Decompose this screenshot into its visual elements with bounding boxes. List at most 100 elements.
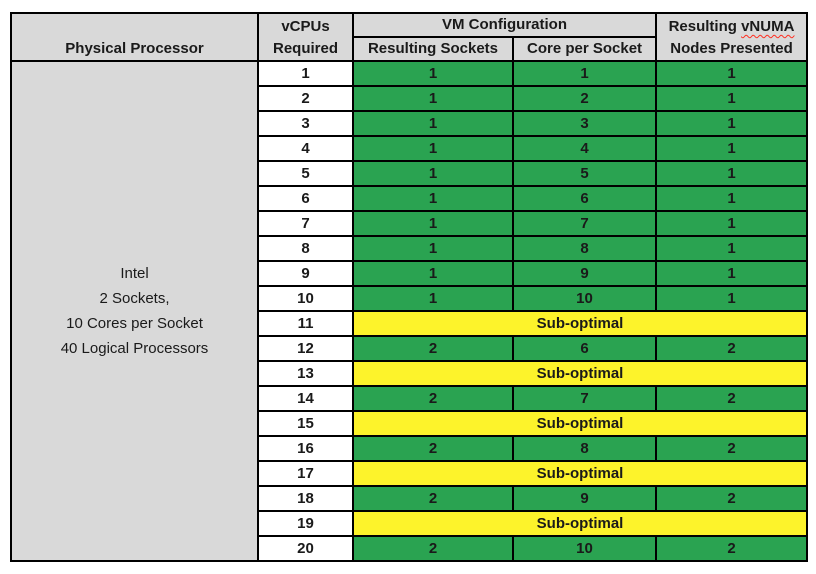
- core-per-socket-cell: 6: [511, 185, 658, 212]
- core-per-socket-cell: 10: [511, 535, 658, 562]
- core-per-socket-cell: 7: [511, 210, 658, 237]
- suboptimal-cell: Sub-optimal: [351, 310, 809, 337]
- table-row: 17 Sub-optimal: [11, 460, 809, 487]
- vcpu-count-cell: 12: [257, 335, 354, 362]
- vcpus-required-line2: Required: [272, 40, 338, 57]
- resulting-sockets-cell: 1: [352, 210, 514, 237]
- table-row: 19 Sub-optimal: [11, 510, 809, 537]
- core-per-socket-cell: 9: [511, 260, 658, 287]
- vcpu-count-cell: 20: [257, 535, 354, 562]
- table-row: 13 Sub-optimal: [11, 360, 809, 387]
- table-row: 18 2 9 2: [11, 485, 809, 512]
- table-row: 10 1 10 1: [11, 285, 809, 312]
- vcpu-count-cell: 17: [257, 460, 354, 487]
- resulting-sockets-cell: 2: [352, 385, 514, 412]
- resulting-sockets-cell: 2: [352, 435, 514, 462]
- vnuma-nodes-cell: 1: [655, 160, 809, 187]
- vnuma-nodes-cell: 1: [655, 60, 809, 87]
- core-per-socket-header: Core per Socket: [511, 36, 658, 62]
- vcpu-count-cell: 1: [257, 60, 354, 87]
- table-row: 16 2 8 2: [11, 435, 809, 462]
- vcpu-count-cell: 8: [257, 235, 354, 262]
- core-per-socket-cell: 3: [511, 110, 658, 137]
- vnuma-nodes-cell: 2: [655, 385, 809, 412]
- vcpu-count-cell: 3: [257, 110, 354, 137]
- vcpu-count-cell: 15: [257, 410, 354, 437]
- vnuma-nodes-cell: 2: [655, 485, 809, 512]
- core-per-socket-cell: 5: [511, 160, 658, 187]
- physical-processor-header: Physical Processor: [10, 12, 259, 62]
- vnuma-config-table: Physical Processor vCPUs Required VM Con…: [10, 12, 809, 562]
- resulting-sockets-header: Resulting Sockets: [352, 36, 514, 62]
- processor-info-cell: Intel 2 Sockets, 10 Cores per Socket 40 Log…: [10, 60, 259, 562]
- resulting-vnuma-header: Resulting vNUMA Nodes Presented: [655, 12, 809, 62]
- resulting-vnuma-line2: Nodes Presented: [670, 40, 793, 57]
- table-row: 12 2 6 2: [11, 335, 809, 362]
- vcpu-count-cell: 18: [257, 485, 354, 512]
- resulting-sockets-cell: 1: [352, 135, 514, 162]
- vnuma-nodes-cell: 2: [655, 335, 809, 362]
- vcpu-count-cell: 4: [257, 135, 354, 162]
- vcpu-count-cell: 10: [257, 285, 354, 312]
- processor-info-line: 40 Logical Processors: [60, 340, 209, 357]
- vnuma-nodes-cell: 2: [655, 535, 809, 562]
- table-row: 15 Sub-optimal: [11, 410, 809, 437]
- vnuma-nodes-cell: 1: [655, 185, 809, 212]
- suboptimal-cell: Sub-optimal: [351, 360, 809, 387]
- vnuma-nodes-cell: 1: [655, 85, 809, 112]
- table-row: 20 2 10 2: [11, 535, 809, 562]
- resulting-vnuma-line1: Resulting vNUMA: [668, 18, 795, 35]
- vcpus-required-line1: vCPUs: [281, 18, 330, 35]
- core-per-socket-cell: 6: [511, 335, 658, 362]
- resulting-sockets-cell: 2: [352, 335, 514, 362]
- vcpu-count-cell: 7: [257, 210, 354, 237]
- vcpu-count-cell: 6: [257, 185, 354, 212]
- core-per-socket-cell: 8: [511, 435, 658, 462]
- resulting-sockets-cell: 1: [352, 110, 514, 137]
- vcpu-count-cell: 2: [257, 85, 354, 112]
- core-per-socket-cell: 4: [511, 135, 658, 162]
- resulting-sockets-cell: 1: [352, 285, 514, 312]
- vnuma-nodes-cell: 1: [655, 260, 809, 287]
- vnuma-word: vNUMA: [741, 18, 795, 35]
- core-per-socket-cell: 10: [511, 285, 658, 312]
- core-per-socket-cell: 7: [511, 385, 658, 412]
- vnuma-nodes-cell: 1: [655, 235, 809, 262]
- resulting-sockets-cell: 1: [352, 85, 514, 112]
- vnuma-nodes-cell: 1: [655, 210, 809, 237]
- vcpu-count-cell: 16: [257, 435, 354, 462]
- core-per-socket-cell: 8: [511, 235, 658, 262]
- suboptimal-cell: Sub-optimal: [351, 510, 809, 537]
- core-per-socket-cell: 1: [511, 60, 658, 87]
- processor-info-line: 10 Cores per Socket: [66, 315, 203, 332]
- suboptimal-cell: Sub-optimal: [351, 460, 809, 487]
- vcpu-count-cell: 19: [257, 510, 354, 537]
- table-row: 11 Sub-optimal: [11, 310, 809, 337]
- processor-info-line: 2 Sockets,: [99, 290, 170, 307]
- resulting-sockets-cell: 1: [352, 160, 514, 187]
- resulting-sockets-cell: 1: [352, 185, 514, 212]
- table-row: 14 2 7 2: [11, 385, 809, 412]
- vcpu-count-cell: 13: [257, 360, 354, 387]
- vcpu-count-cell: 5: [257, 160, 354, 187]
- core-per-socket-cell: 2: [511, 85, 658, 112]
- vcpu-count-cell: 14: [257, 385, 354, 412]
- suboptimal-cell: Sub-optimal: [351, 410, 809, 437]
- table-row: Intel 2 Sockets, 10 Cores per Socket 40 Log…: [10, 60, 809, 562]
- vcpu-count-cell: 9: [257, 260, 354, 287]
- vcpus-required-header: vCPUs Required: [257, 12, 354, 62]
- vnuma-nodes-cell: 1: [655, 110, 809, 137]
- vcpu-count-cell: 11: [257, 310, 354, 337]
- resulting-sockets-cell: 1: [352, 260, 514, 287]
- resulting-sockets-cell: 2: [352, 535, 514, 562]
- core-per-socket-cell: 9: [511, 485, 658, 512]
